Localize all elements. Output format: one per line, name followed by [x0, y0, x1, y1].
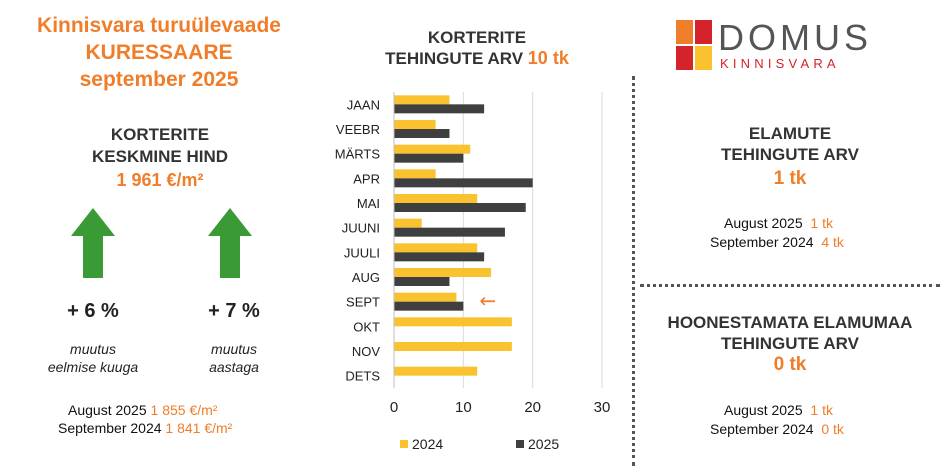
report-title-line1: Kinnisvara turuülevaade: [37, 14, 281, 37]
report-title-line2: KURESSAARE: [85, 41, 233, 64]
land-compare-period: August 2025: [724, 402, 803, 418]
price-compare-period: September 2024: [58, 420, 162, 436]
y-category-label: AUG: [352, 270, 380, 285]
land-count-value: 0 tk: [773, 354, 807, 375]
change-month-caption: muutus eelmise kuuga: [23, 340, 163, 376]
legend-swatch: [516, 440, 524, 448]
bar-2024-sept: [394, 292, 457, 302]
houses-compare-period: September 2024: [710, 234, 814, 250]
houses-compare-period: August 2025: [724, 215, 803, 231]
domus-logo: DOMUS KINNISVARA: [676, 17, 916, 76]
current-month-arrow-icon: ←: [479, 289, 496, 313]
arrow-up-month-icon: [71, 208, 115, 278]
houses-title-line1: ELAMUTE: [748, 124, 832, 143]
price-compare-period: August 2025: [68, 402, 147, 418]
bar-2024-juuni: [394, 218, 422, 228]
y-category-label: DETS: [345, 369, 380, 384]
bar-2024-mai: [394, 194, 478, 203]
bar-2025-veebr: [394, 129, 450, 138]
bar-2025-mai: [394, 203, 526, 212]
avg-price-value: 1 961 €/m²: [116, 170, 204, 190]
legend-swatch: [400, 440, 408, 448]
y-category-label: VEEBR: [336, 122, 380, 137]
y-category-label: SEPT: [346, 295, 380, 310]
houses-count-value: 1 tk: [773, 168, 807, 189]
houses-compare-value: 4 tk: [821, 234, 844, 250]
change-year-caption-line1: muutus: [211, 341, 257, 357]
chart-title-line2-text: TEHINGUTE ARV: [385, 49, 524, 68]
change-month-value: + 6 %: [67, 300, 119, 322]
bar-2025-aug: [394, 277, 450, 286]
chart-title-line1: KORTERITE: [427, 28, 527, 47]
bar-2024-märts: [394, 144, 471, 154]
avg-price-label: KORTERITE KESKMINE HIND: [30, 124, 290, 168]
logo-mark-icon: [676, 20, 712, 70]
y-category-label: MAI: [357, 196, 380, 211]
bar-2025-juuni: [394, 227, 505, 237]
y-category-label: JAAN: [347, 97, 380, 112]
houses-compare-row: August 2025 1 tk: [724, 215, 833, 231]
y-category-label: APR: [353, 171, 380, 186]
bar-2025-jaan: [394, 104, 485, 114]
report-title-line3: september 2025: [79, 68, 239, 91]
land-title-line2: TEHINGUTE ARV: [721, 334, 859, 353]
price-compare-row: September 2024 1 841 €/m²: [58, 420, 232, 436]
houses-compare-value: 1 tk: [810, 215, 833, 231]
land-compare-row: September 2024 0 tk: [710, 421, 844, 437]
y-category-label: NOV: [352, 344, 381, 359]
x-tick-label: 30: [594, 399, 611, 416]
bar-2024-nov: [394, 342, 512, 351]
bar-2024-apr: [394, 169, 436, 179]
land-title-line1: HOONESTAMATA ELAMUMAA: [667, 313, 913, 332]
apartments-count-value: 10 tk: [527, 48, 569, 68]
bar-2025-märts: [394, 153, 464, 163]
apartment-transactions-chart: 0 10 20 30 JAAN VEEBR MÄRTS APR MAI JUUNI JUULI AUG…: [335, 92, 611, 452]
y-category-label: JUUNI: [342, 221, 380, 236]
report-title: Kinnisvara turuülevaade KURESSAARE septe…: [0, 12, 318, 93]
change-year-caption: muutus aastaga: [174, 340, 294, 376]
avg-price-label-line2: KESKMINE HIND: [91, 147, 228, 166]
x-tick-label: 20: [524, 399, 541, 416]
bar-2025-apr: [394, 178, 533, 188]
land-compare-value: 1 tk: [810, 402, 833, 418]
bar-2024-okt: [394, 317, 512, 327]
chart-title: KORTERITE TEHINGUTE ARV 10 tk: [362, 27, 592, 69]
vertical-divider: [632, 76, 635, 466]
x-tick-label: 0: [390, 399, 398, 416]
price-compare-row: August 2025 1 855 €/m²: [68, 402, 217, 418]
y-category-label: MÄRTS: [335, 147, 381, 162]
change-month-caption-line1: muutus: [70, 341, 116, 357]
legend-label: 2025: [528, 436, 559, 452]
bar-2025-sept: [394, 301, 464, 311]
bar-2024-aug: [394, 268, 492, 277]
bar-2024-jaan: [394, 95, 450, 105]
change-month-caption-line2: eelmise kuuga: [47, 359, 139, 375]
houses-title-line2: TEHINGUTE ARV: [721, 145, 859, 164]
price-compare-value: 1 841 €/m²: [165, 420, 233, 436]
land-compare-row: August 2025 1 tk: [724, 402, 833, 418]
land-title: HOONESTAMATA ELAMUMAA TEHINGUTE ARV: [645, 312, 935, 354]
price-compare-value: 1 855 €/m²: [150, 402, 218, 418]
land-compare-period: September 2024: [710, 421, 814, 437]
change-year-caption-line2: aastaga: [209, 359, 259, 375]
change-year-value: + 7 %: [208, 300, 260, 322]
houses-compare-row: September 2024 4 tk: [710, 234, 844, 250]
horizontal-divider: [640, 284, 940, 287]
logo-subtitle: KINNISVARA: [720, 56, 840, 71]
x-tick-label: 10: [455, 399, 472, 416]
chart-title-line2: TEHINGUTE ARV 10 tk: [362, 48, 592, 69]
y-category-label: OKT: [353, 319, 380, 334]
bar-2024-dets: [394, 366, 478, 376]
arrow-up-year-icon: [208, 208, 252, 278]
logo-wordmark: DOMUS: [718, 17, 872, 58]
houses-title: ELAMUTE TEHINGUTE ARV: [645, 123, 935, 165]
y-category-label: JUULI: [344, 245, 380, 260]
land-compare-value: 0 tk: [821, 421, 844, 437]
bar-2025-juuli: [394, 252, 485, 262]
bar-2024-veebr: [394, 120, 436, 129]
bar-2024-juuli: [394, 243, 478, 253]
legend-label: 2024: [412, 436, 443, 452]
avg-price-label-line1: KORTERITE: [110, 125, 210, 144]
